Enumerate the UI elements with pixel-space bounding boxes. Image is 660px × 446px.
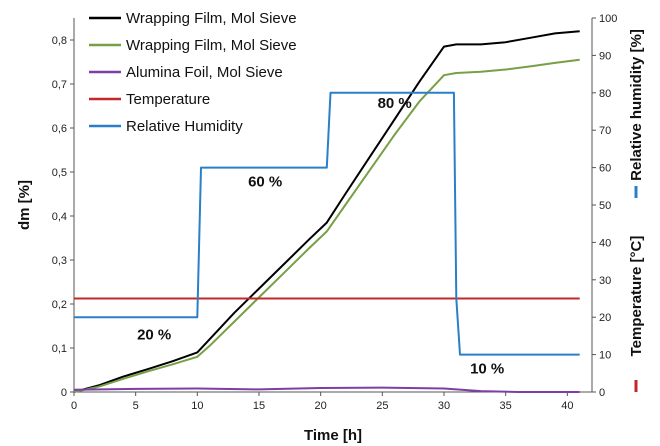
annotations-group: 20 % 60 % 80 % 10 % xyxy=(137,95,504,378)
y-left-tick-label: 0,4 xyxy=(52,211,67,223)
annotation-label: 20 % xyxy=(137,327,171,344)
x-tick-label: 25 xyxy=(376,400,388,412)
legend: Wrapping Film, Mol Sieve Wrapping Film, M… xyxy=(89,10,297,135)
y-right-tick-label: 0 xyxy=(599,387,605,399)
x-tick-label: 40 xyxy=(561,400,573,412)
series-line-3 xyxy=(73,386,580,393)
y-right-tick-label: 60 xyxy=(599,163,611,175)
y-axis-left-title: dm [%] xyxy=(16,180,33,230)
x-tick-label: 35 xyxy=(500,400,512,412)
annotation-label: 80 % xyxy=(378,95,412,112)
y-left-tick-label: 0,3 xyxy=(52,255,67,267)
y-right-tick-label: 40 xyxy=(599,237,611,249)
y-right-tick-label: 30 xyxy=(599,275,611,287)
legend-label: Relative Humidity xyxy=(126,118,243,135)
x-axis-title: Time [h] xyxy=(304,427,362,444)
series-line-5 xyxy=(74,91,580,356)
series-group xyxy=(73,30,580,393)
y-axis-right-humidity-title: Relative humidity [%] xyxy=(628,29,645,181)
x-tick-label: 20 xyxy=(315,400,327,412)
series-line-2 xyxy=(73,58,580,393)
series-line-1 xyxy=(73,30,580,393)
y-axis-right-title: Temperature [°C] Relative humidity [%] xyxy=(628,29,645,392)
axes-group: 0 5 10 15 20 25 30 35 40 0 0,1 0,2 0,3 0,4 0,5 0,6 0,7 0,… xyxy=(52,13,618,412)
x-tick-label: 10 xyxy=(191,400,203,412)
x-tick-label: 0 xyxy=(71,400,77,412)
y-right-tick-label: 10 xyxy=(599,350,611,362)
y-left-tick-label: 0,7 xyxy=(52,79,67,91)
y-right-tick-label: 90 xyxy=(599,50,611,62)
y-left-tick-label: 0,6 xyxy=(52,123,67,135)
y-left-tick-label: 0,8 xyxy=(52,35,67,47)
y-left-tick-label: 0 xyxy=(61,387,67,399)
y-left-tick-label: 0,5 xyxy=(52,167,67,179)
legend-label: Wrapping Film, Mol Sieve xyxy=(126,10,297,27)
y-right-tick-label: 50 xyxy=(599,200,611,212)
y-right-tick-label: 100 xyxy=(599,13,617,25)
y-right-tick-label: 20 xyxy=(599,312,611,324)
x-tick-label: 30 xyxy=(438,400,450,412)
annotation-label: 10 % xyxy=(470,360,504,377)
legend-label: Wrapping Film, Mol Sieve xyxy=(126,37,297,54)
y-right-tick-label: 80 xyxy=(599,88,611,100)
y-left-tick-label: 0,1 xyxy=(52,343,67,355)
y-axis-right-temperature-title: Temperature [°C] xyxy=(628,236,645,357)
legend-label: Temperature xyxy=(126,91,210,108)
y-right-tick-label: 70 xyxy=(599,125,611,137)
y-left-tick-label: 0,2 xyxy=(52,299,67,311)
x-tick-label: 5 xyxy=(133,400,139,412)
x-tick-label: 15 xyxy=(253,400,265,412)
annotation-label: 60 % xyxy=(248,173,282,190)
legend-label: Alumina Foil, Mol Sieve xyxy=(126,64,283,81)
